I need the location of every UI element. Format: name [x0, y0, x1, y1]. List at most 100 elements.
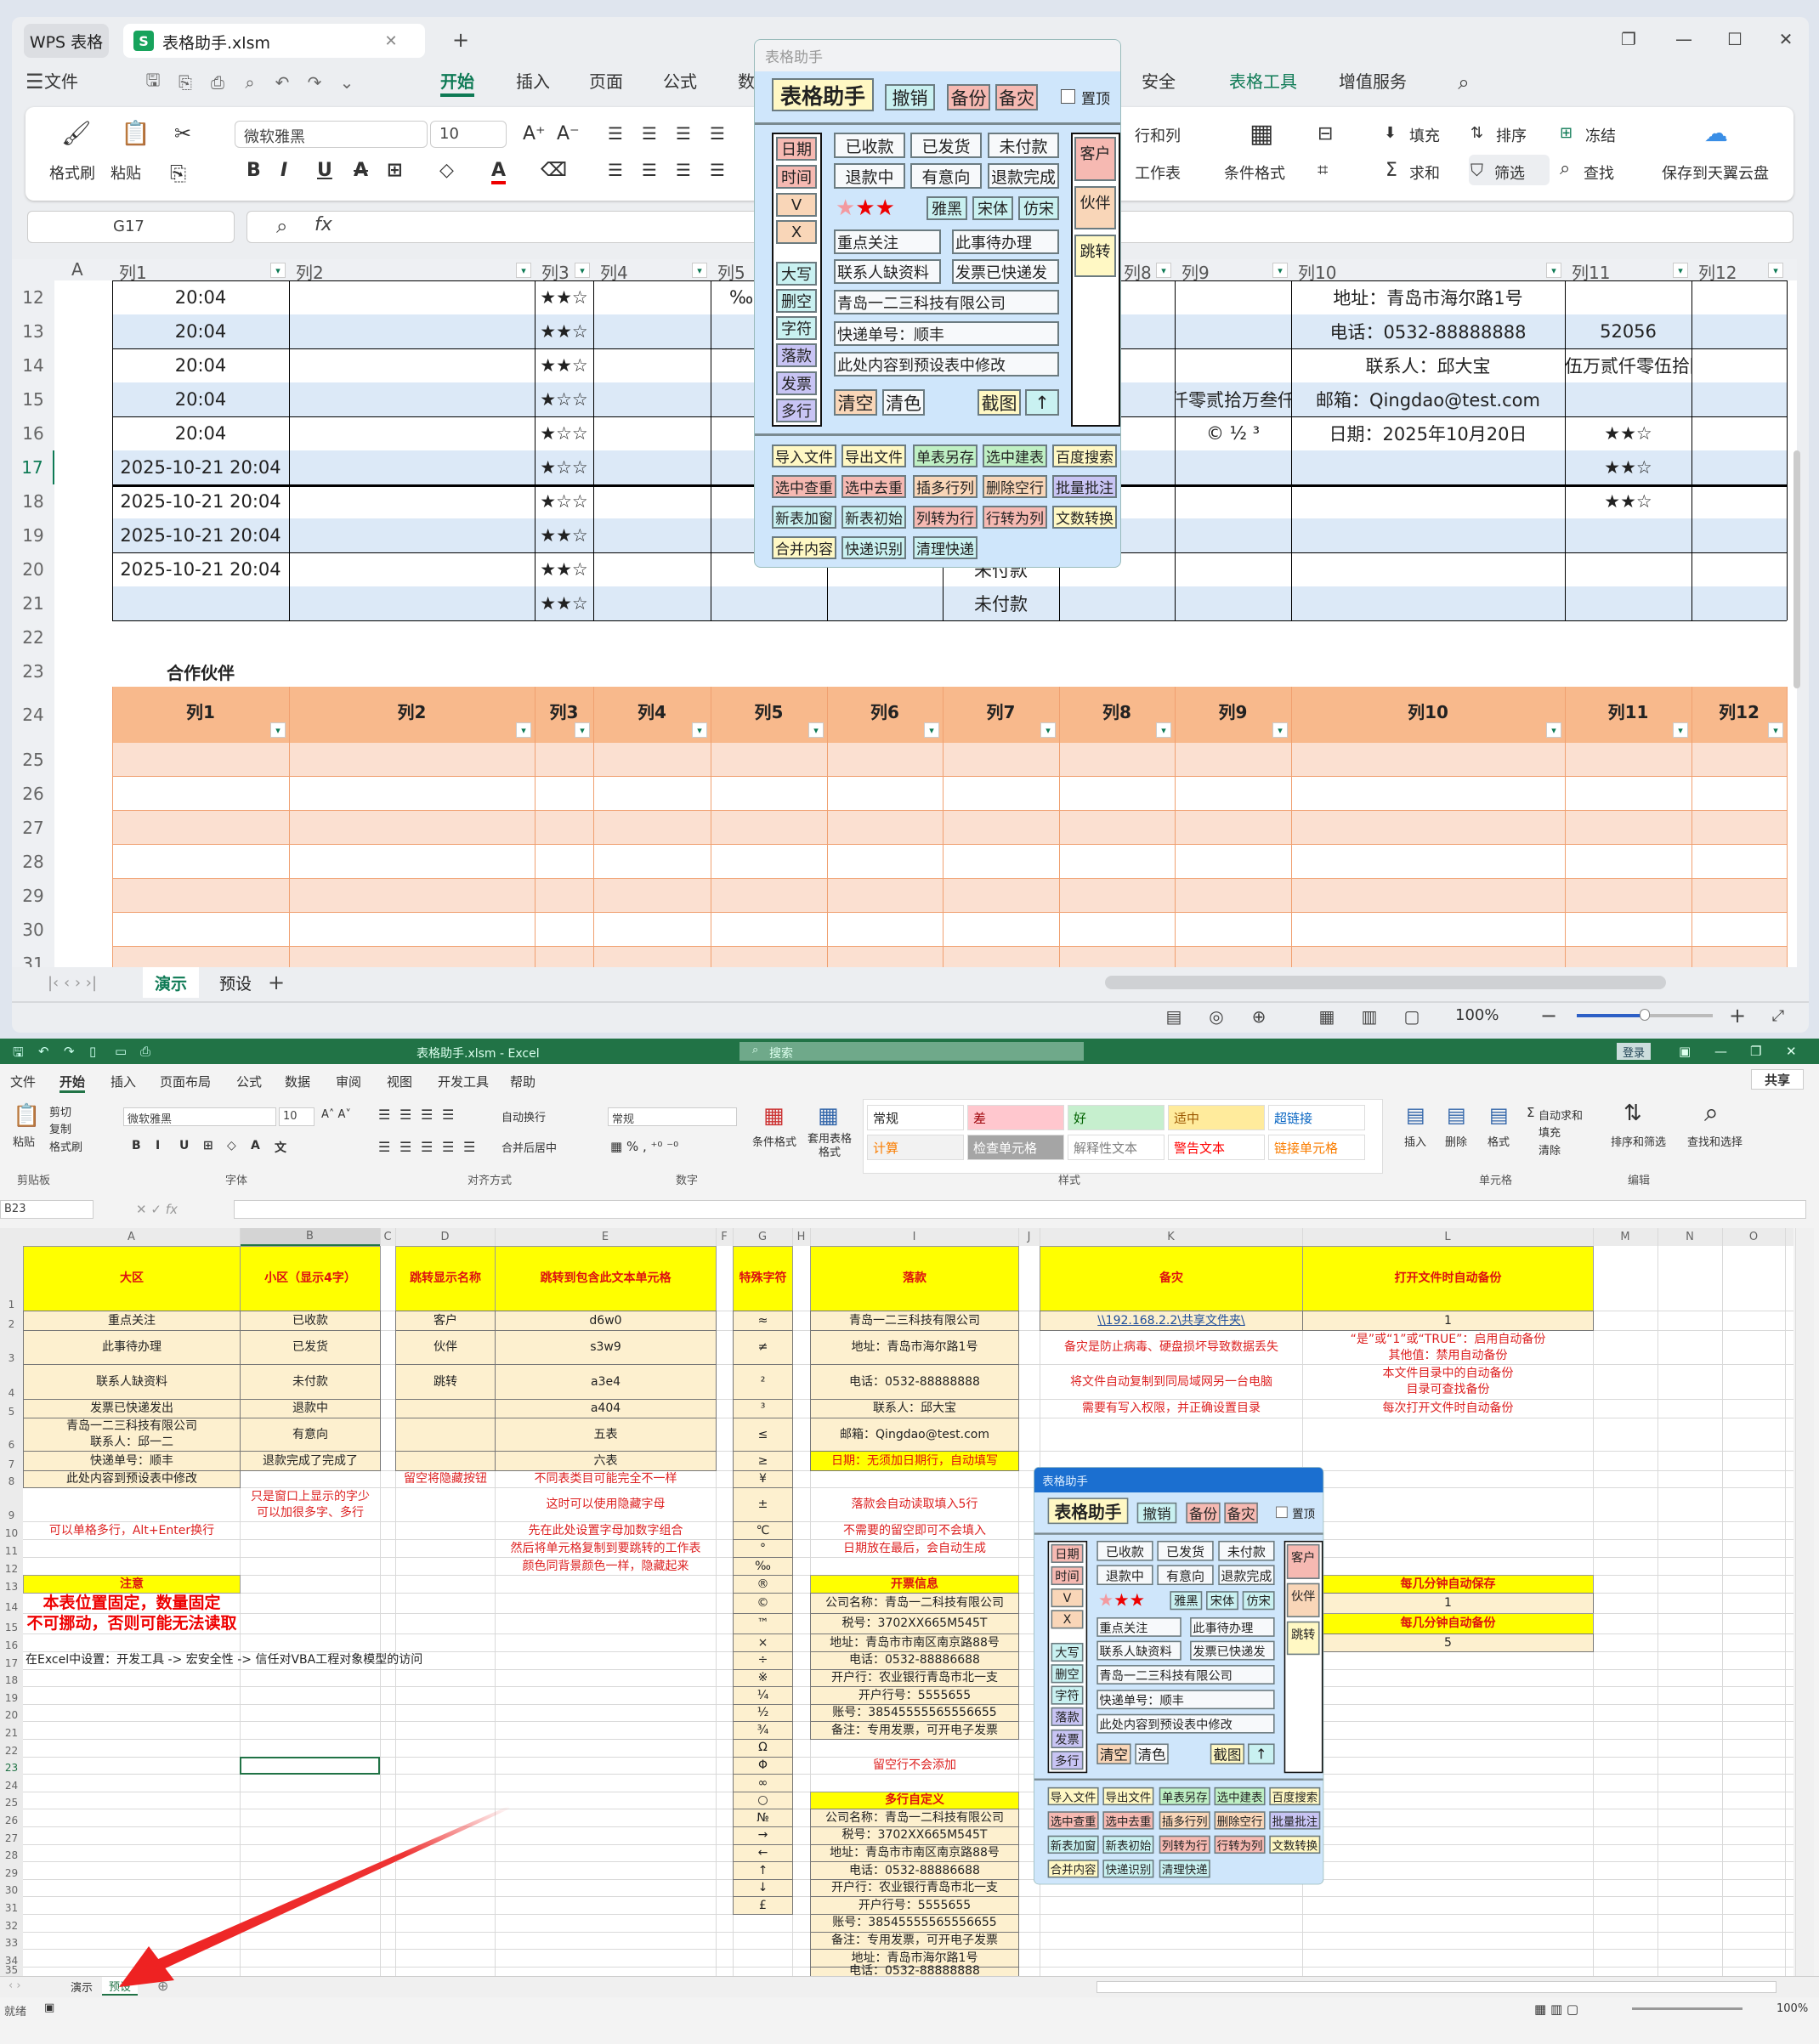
- text-insert-button[interactable]: 发票已快递发: [952, 259, 1059, 284]
- status-button[interactable]: 有意向: [1157, 1565, 1214, 1586]
- tool-button[interactable]: 选中查重: [1047, 1811, 1099, 1830]
- tool-button[interactable]: 选中建表: [983, 444, 1047, 467]
- filter-dropdown-icon[interactable]: ▾: [270, 263, 286, 278]
- status-button[interactable]: 已收款: [1096, 1540, 1153, 1561]
- cell-D3[interactable]: 伙伴: [395, 1330, 496, 1365]
- row-header[interactable]: 16: [0, 1634, 23, 1651]
- find-select-button[interactable]: 查找和选择: [1687, 1136, 1743, 1149]
- column-header[interactable]: L: [1444, 1231, 1451, 1243]
- font-button[interactable]: 仿宋: [1018, 196, 1059, 220]
- column-header[interactable]: D: [440, 1231, 450, 1243]
- cell-L4[interactable]: 本文件目录中的自动备份 目录可查找备份: [1382, 1367, 1514, 1396]
- font-color-icon[interactable]: A: [491, 160, 507, 184]
- column-header[interactable]: 列3: [541, 263, 570, 283]
- cell[interactable]: 20:04: [174, 287, 227, 308]
- font-size-select[interactable]: 10: [430, 121, 507, 148]
- cell-E4[interactable]: a3e4: [495, 1364, 717, 1400]
- text-insert-button[interactable]: 青岛一二三科技有限公司: [834, 290, 1059, 314]
- tool-button[interactable]: 导入文件: [772, 444, 836, 467]
- column-header[interactable]: K: [1167, 1231, 1175, 1243]
- clear-button[interactable]: 清空: [834, 389, 877, 416]
- cell-L1[interactable]: 打开文件时自动备份: [1302, 1246, 1594, 1311]
- cell-B4[interactable]: 未付款: [240, 1364, 381, 1400]
- cell-E7[interactable]: 六表: [495, 1451, 717, 1471]
- freeze-icon[interactable]: ⊞: [1560, 124, 1573, 142]
- row-header[interactable]: 14: [0, 1593, 23, 1613]
- cell-G21[interactable]: ¾: [733, 1721, 793, 1740]
- italic-icon[interactable]: I: [280, 160, 288, 181]
- find-icon[interactable]: ⌕: [1704, 1098, 1719, 1128]
- sheet-nav-icons[interactable]: ‹ ›: [8, 1979, 21, 1992]
- column-header[interactable]: J: [1027, 1231, 1031, 1243]
- bold-icon[interactable]: B: [132, 1139, 141, 1152]
- phonetic-icon[interactable]: 文: [275, 1141, 286, 1155]
- partner-row[interactable]: [112, 845, 1787, 879]
- italic-icon[interactable]: I: [156, 1139, 161, 1152]
- tab-close-icon[interactable]: ✕: [384, 31, 398, 50]
- cell-B6[interactable]: 有意向: [240, 1418, 381, 1452]
- cell-style[interactable]: 常规: [867, 1105, 964, 1130]
- align-bottom-icon[interactable]: ☰: [421, 1107, 434, 1123]
- cell-G6[interactable]: ≤: [733, 1418, 793, 1452]
- row-header[interactable]: 29: [0, 1861, 23, 1879]
- left-button[interactable]: 大写: [1051, 1642, 1084, 1662]
- text-insert-button[interactable]: 此处内容到预设表中修改: [1096, 1713, 1275, 1734]
- cell[interactable]: ★★☆: [540, 525, 588, 546]
- tool-button[interactable]: 新表加窗: [1047, 1835, 1099, 1854]
- row-header[interactable]: 28: [0, 1843, 23, 1862]
- menu-7[interactable]: 表格工具: [1229, 71, 1297, 92]
- normal-view-icon[interactable]: ▦: [1318, 1006, 1335, 1027]
- column-header[interactable]: E: [601, 1231, 609, 1243]
- row-header[interactable]: 5: [0, 1399, 23, 1418]
- text-insert-button[interactable]: 重点关注: [1096, 1617, 1182, 1637]
- row-header[interactable]: 16: [12, 416, 54, 450]
- cell-A8[interactable]: 此处内容到预设表中修改: [23, 1470, 241, 1488]
- column-header[interactable]: A: [128, 1231, 135, 1243]
- column-header[interactable]: G: [757, 1231, 768, 1243]
- cell-K5[interactable]: 需要有写入权限，并正确设置目录: [1082, 1401, 1261, 1416]
- row-header[interactable]: 18: [0, 1668, 23, 1687]
- cell-I13[interactable]: 开票信息: [810, 1575, 1019, 1594]
- tool-button[interactable]: 选中建表: [1214, 1786, 1266, 1806]
- filter-dropdown-icon[interactable]: ▾: [1768, 722, 1783, 738]
- decrease-font-icon[interactable]: A⁻: [557, 123, 580, 144]
- tool-button[interactable]: 百度搜索: [1052, 444, 1117, 467]
- sort-filter-button[interactable]: 排序和筛选: [1611, 1136, 1667, 1149]
- row-header[interactable]: 25: [0, 1791, 23, 1809]
- row-header[interactable]: 32: [0, 1914, 23, 1932]
- column-header[interactable]: C: [383, 1231, 392, 1243]
- save-icon[interactable]: 🖫: [145, 70, 161, 90]
- tool-button[interactable]: 快递识别: [1102, 1860, 1154, 1878]
- cell-D2[interactable]: 客户: [395, 1311, 496, 1331]
- copy-button[interactable]: 复制: [49, 1124, 72, 1136]
- format-painter-button[interactable]: 格式刷: [49, 165, 95, 183]
- right-button[interactable]: 客户: [1286, 1543, 1320, 1579]
- fill-button[interactable]: 填充: [1409, 127, 1440, 145]
- cell-G28[interactable]: ←: [733, 1843, 793, 1863]
- partner-row[interactable]: [112, 777, 1787, 811]
- cell-style[interactable]: 好: [1068, 1105, 1164, 1130]
- cell-G23[interactable]: Φ: [733, 1756, 793, 1775]
- clear-color-button[interactable]: 清色: [1135, 1743, 1169, 1764]
- paste-icon[interactable]: 📋: [13, 1103, 41, 1129]
- tool-button[interactable]: 合并内容: [772, 536, 836, 559]
- menu-8[interactable]: 开发工具: [438, 1074, 490, 1090]
- screenshot-button[interactable]: 截图: [978, 389, 1021, 416]
- tool-button[interactable]: 单表另存: [1159, 1786, 1210, 1806]
- partner-column-header[interactable]: 列7: [986, 701, 1016, 722]
- filter-dropdown-icon[interactable]: ▾: [692, 263, 707, 278]
- tool-button[interactable]: 批量批注: [1052, 475, 1117, 498]
- autosum-button[interactable]: 自动求和: [1538, 1110, 1584, 1123]
- cell-I26[interactable]: 公司名称：青岛一二科技有限公司: [810, 1809, 1019, 1827]
- cell-I25[interactable]: 多行自定义: [810, 1791, 1019, 1810]
- row-header[interactable]: 3: [0, 1330, 23, 1364]
- filter-icon[interactable]: ⛉: [1470, 160, 1483, 180]
- cell-E3[interactable]: s3w9: [495, 1330, 717, 1365]
- cell-A15[interactable]: 不可挪动，否则可能无法读取: [26, 1613, 237, 1633]
- filter-dropdown-icon[interactable]: ▾: [1272, 263, 1288, 278]
- screenshot-button[interactable]: 截图: [1210, 1743, 1245, 1764]
- filter-dropdown-icon[interactable]: ▾: [575, 263, 590, 278]
- text-insert-button[interactable]: 此事待办理: [952, 229, 1059, 254]
- partner-column-header[interactable]: 列2: [397, 701, 427, 722]
- tool-button[interactable]: 行转为列: [1214, 1835, 1266, 1854]
